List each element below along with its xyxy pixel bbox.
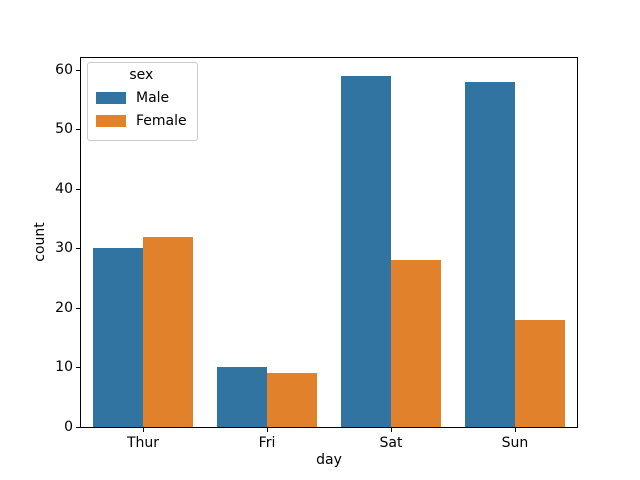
x-tick-label-sat: Sat xyxy=(379,435,403,451)
x-tick-label-thur: Thur xyxy=(126,435,160,451)
y-tick-label: 50 xyxy=(55,121,73,138)
bar-thur-male xyxy=(93,248,143,427)
y-tick-label: 40 xyxy=(55,180,73,197)
y-tick-mark xyxy=(76,308,80,309)
legend-swatch-female-icon xyxy=(96,115,126,127)
y-tick-mark xyxy=(76,367,80,368)
y-tick-mark xyxy=(76,248,80,249)
y-tick-label: 20 xyxy=(55,299,73,316)
legend-swatch-male-icon xyxy=(96,92,126,104)
y-tick-mark xyxy=(76,189,80,190)
x-tick-label-sun: Sun xyxy=(501,435,529,451)
x-tick-mark xyxy=(267,428,268,432)
y-axis-label: count xyxy=(32,222,48,262)
x-tick-mark xyxy=(515,428,516,432)
x-axis-label: day xyxy=(316,452,342,468)
y-tick-mark xyxy=(76,427,80,428)
bar-thur-female xyxy=(143,236,193,427)
bars-layer xyxy=(81,58,577,427)
y-tick-label: 0 xyxy=(64,419,73,435)
y-tick-label: 60 xyxy=(55,61,73,78)
bar-sun-female xyxy=(515,319,565,427)
legend: sex Male Female xyxy=(87,62,198,141)
legend-row-female: Female xyxy=(96,112,187,130)
x-tick-mark xyxy=(391,428,392,432)
legend-label-female: Female xyxy=(136,113,187,129)
bar-sat-female xyxy=(391,260,441,427)
bar-fri-female xyxy=(267,373,317,427)
y-tick-mark xyxy=(76,129,80,130)
bar-sat-male xyxy=(341,75,391,427)
x-tick-label-fri: Fri xyxy=(258,435,276,451)
bar-fri-male xyxy=(217,367,267,427)
x-tick-mark xyxy=(143,428,144,432)
legend-title: sex xyxy=(129,67,154,83)
y-tick-mark xyxy=(76,70,80,71)
legend-label-male: Male xyxy=(136,90,170,106)
plot-area: sex Male Female xyxy=(80,57,578,428)
bar-sun-male xyxy=(465,81,515,427)
legend-row-male: Male xyxy=(96,89,187,107)
y-tick-label: 10 xyxy=(55,359,73,376)
y-tick-label: 30 xyxy=(55,240,73,257)
